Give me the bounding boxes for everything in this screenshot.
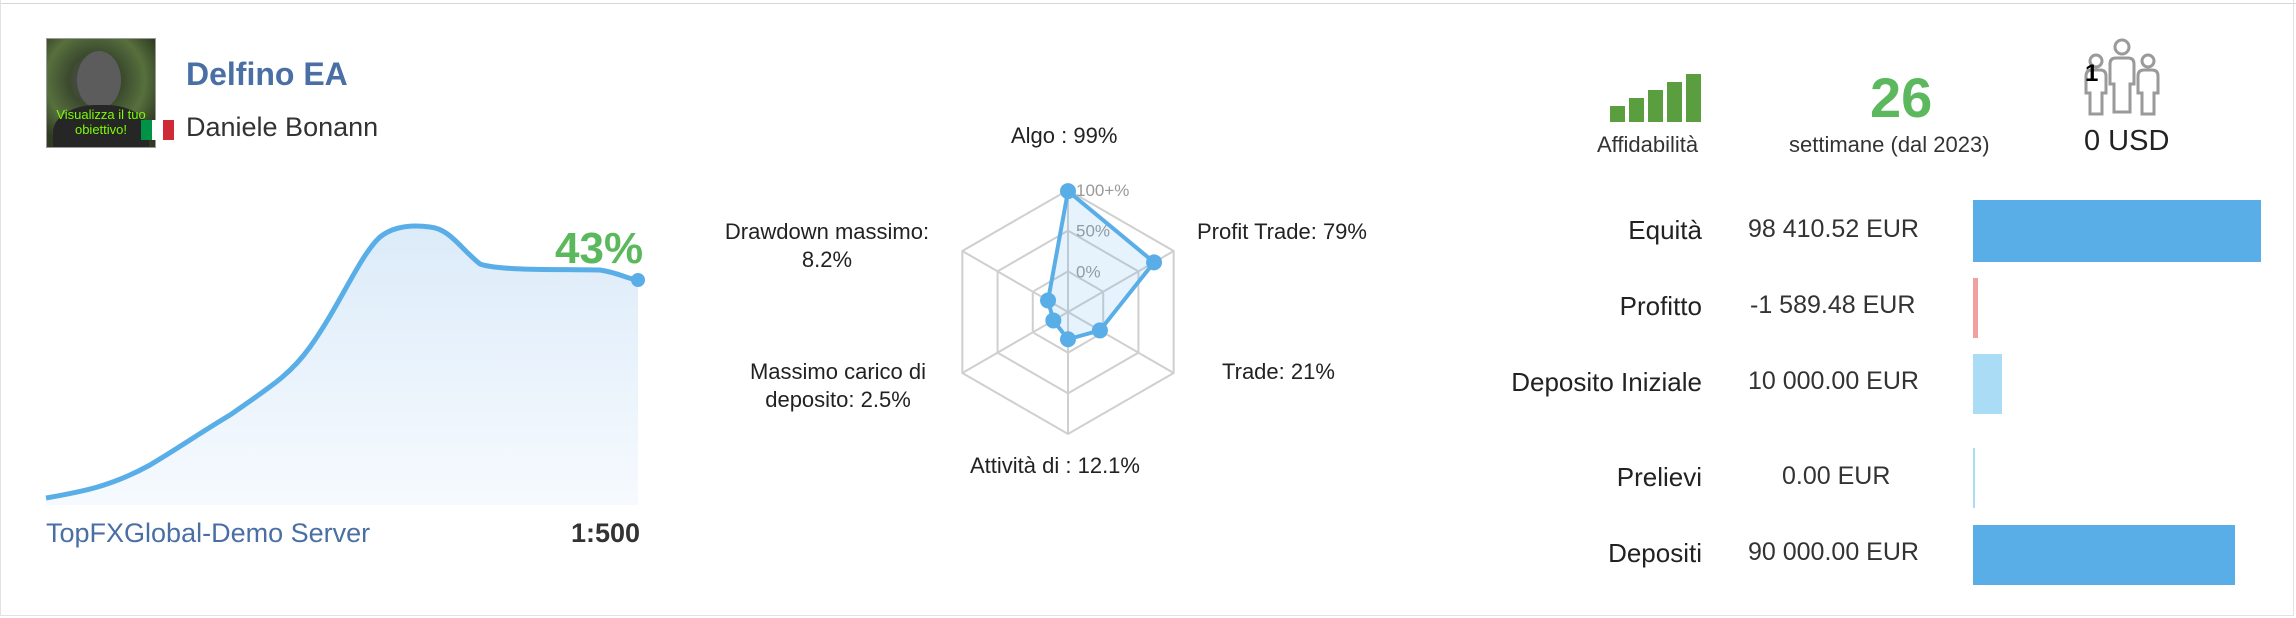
metric-label-profit: Profitto bbox=[1619, 291, 1702, 321]
growth-end-point bbox=[631, 273, 645, 287]
subscribers-count: 1 bbox=[2085, 60, 2099, 87]
radar-axis-line bbox=[1067, 311, 1175, 374]
signal-name[interactable]: Delfino EA bbox=[186, 56, 348, 92]
reliability-bar bbox=[1629, 98, 1644, 122]
metric-value-equity: 98 410.52 EUR bbox=[1748, 215, 1919, 243]
reliability-bar bbox=[1686, 74, 1701, 122]
growth-area bbox=[46, 226, 638, 505]
metric-label-deposits: Depositi bbox=[1608, 538, 1702, 568]
weeks-label: settimane (dal 2023) bbox=[1789, 132, 1990, 157]
leverage: 1:500 bbox=[571, 518, 641, 548]
avatar[interactable]: Visualizza il tuo obiettivo! bbox=[46, 38, 156, 148]
radar-label-profit-trade: Profit Trade: 79% bbox=[1197, 219, 1367, 244]
metric-bar-initial-deposit bbox=[1973, 354, 2002, 414]
subscription-price: 0 USD bbox=[2084, 125, 2170, 157]
radar-scale-label: 0% bbox=[1076, 262, 1101, 281]
reliability-bar bbox=[1648, 90, 1663, 122]
radar-label-trade: Trade: 21% bbox=[1222, 359, 1335, 384]
metric-bar-deposits bbox=[1973, 525, 2235, 585]
growth-percent: 43% bbox=[555, 224, 644, 273]
radar-label-max-deposit-load: Massimo carico di deposito: 2.5% bbox=[749, 359, 927, 412]
growth-line bbox=[45, 223, 639, 501]
radar-data-point[interactable] bbox=[1045, 312, 1062, 329]
radar-data-point[interactable] bbox=[1060, 331, 1076, 348]
reliability-bar bbox=[1610, 106, 1625, 122]
radar-data-point[interactable] bbox=[1060, 183, 1076, 200]
avatar-caption: Visualizza il tuo obiettivo! bbox=[56, 107, 146, 137]
italy-flag-icon bbox=[141, 120, 174, 140]
server-name[interactable]: TopFXGlobal-Demo Server bbox=[46, 518, 371, 548]
growth-chart[interactable] bbox=[40, 215, 660, 505]
metric-value-profit: -1 589.48 EUR bbox=[1750, 291, 1916, 319]
radar-data-point[interactable] bbox=[1040, 292, 1057, 309]
top-border bbox=[0, 3, 2296, 4]
radar-scale-label: 50% bbox=[1076, 222, 1110, 241]
radar-label-algo: Algo : 99% bbox=[1011, 123, 1118, 148]
reliability-bar bbox=[1667, 82, 1682, 122]
radar-scale-label: 100+% bbox=[1076, 181, 1129, 200]
radar-data-point[interactable] bbox=[1146, 254, 1163, 271]
metric-value-initial-deposit: 10 000.00 EUR bbox=[1748, 367, 1919, 395]
metric-bar-withdrawals bbox=[1973, 448, 1975, 508]
radar-chart: 100+% 50% 0% bbox=[961, 181, 1175, 436]
metric-bar-profit bbox=[1973, 278, 1978, 338]
radar-label-activity: Attività di : 12.1% bbox=[970, 453, 1140, 478]
author-name[interactable]: Daniele Bonann bbox=[186, 112, 379, 142]
radar-data-point[interactable] bbox=[1091, 322, 1108, 339]
weeks-count: 26 bbox=[1870, 66, 1933, 129]
metric-value-withdrawals: 0.00 EUR bbox=[1782, 462, 1891, 490]
radar-label-max-drawdown: Drawdown massimo: 8.2% bbox=[724, 219, 930, 272]
metric-label-equity: Equità bbox=[1628, 215, 1702, 245]
metric-label-withdrawals: Prelievi bbox=[1616, 462, 1702, 492]
subscribers-icon bbox=[2084, 38, 2160, 116]
metric-bar-equity bbox=[1973, 200, 2261, 262]
reliability-label: Affidabilità bbox=[1597, 132, 1699, 157]
metric-value-deposits: 90 000.00 EUR bbox=[1748, 538, 1919, 566]
reliability-bars-icon bbox=[1610, 74, 1701, 122]
metric-label-initial-deposit: Deposito Iniziale bbox=[1511, 367, 1702, 397]
